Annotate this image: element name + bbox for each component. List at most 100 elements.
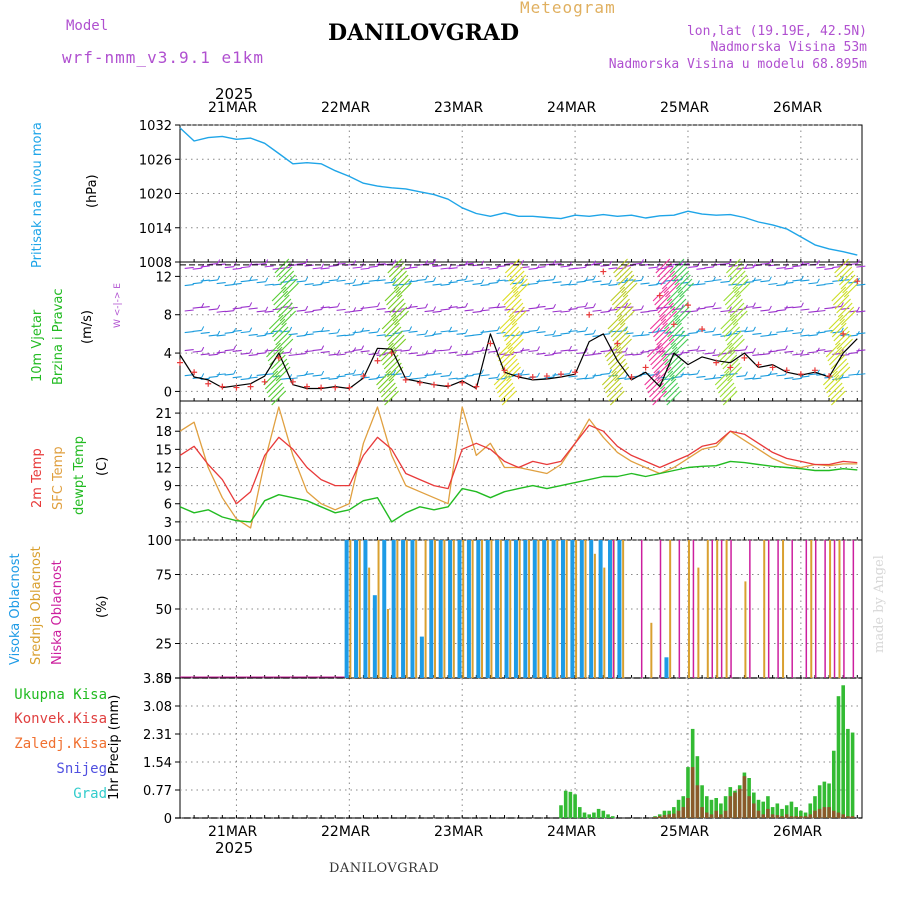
barb-row1-125.1 — [768, 282, 778, 286]
precip-total-bar-4 — [577, 807, 582, 818]
cloud-bar-0-5 — [391, 540, 396, 678]
precip-total-bar-25 — [714, 798, 718, 818]
barb-row4-109.8 — [696, 349, 706, 352]
cloud-bar-2-5 — [711, 540, 713, 678]
burst5-6 — [679, 282, 694, 298]
barb-flag3-2.7 — [201, 326, 205, 331]
date-bottom-25: 25MAR — [660, 824, 710, 840]
barb-row5-87.7 — [592, 374, 602, 377]
barb-row3-4.4 — [200, 331, 210, 334]
barb-row5-29.9 — [320, 377, 330, 380]
barb-row2-18.0 — [264, 310, 274, 313]
barb-row1-116.6 — [728, 283, 738, 286]
barb-row3-131.9 — [800, 334, 810, 337]
gust-mark-2 — [205, 380, 212, 387]
barb-row3-55.4 — [440, 330, 450, 333]
burst0-0 — [274, 258, 290, 274]
burst6-9 — [726, 294, 742, 310]
burst1-13 — [394, 310, 409, 326]
cloud-bar-1-33 — [697, 567, 700, 678]
burst2-22 — [498, 346, 513, 362]
barb-row0-40.1 — [368, 265, 378, 268]
gust-mark-20 — [459, 379, 466, 386]
burst0-32 — [269, 386, 285, 402]
barb-row5-16.3 — [256, 373, 266, 376]
precip-total-bar-36 — [766, 796, 770, 818]
barb-flag4-65.6 — [497, 346, 500, 352]
barb-flag2-104.7 — [681, 304, 684, 309]
gust-mark-25 — [529, 374, 536, 381]
year-top: 2025 — [215, 85, 254, 103]
barb-row2-26.5 — [304, 310, 314, 313]
burst1-6 — [396, 282, 412, 298]
precip-total-bar-35 — [761, 801, 766, 818]
cloud-bar-0-3 — [372, 595, 377, 678]
barb-row1-82.6 — [568, 283, 578, 286]
burst6-23 — [720, 350, 736, 366]
barb-flag1-6.1 — [217, 275, 221, 281]
barb-row5-84.3 — [576, 377, 586, 380]
burst7-18 — [835, 330, 850, 346]
precip-total-bar-48 — [822, 781, 827, 818]
barb-row5-99.6 — [648, 373, 658, 377]
barb-flag3-6.1 — [217, 330, 221, 336]
burst6-3 — [730, 270, 746, 286]
precip-total-bar-14 — [662, 810, 667, 818]
barb-flag3-40.1 — [377, 327, 381, 333]
barb-row1-111.5 — [704, 280, 714, 283]
barb-row3-24.8 — [296, 334, 306, 337]
burst2-13 — [511, 310, 527, 326]
barb-row0-33.3 — [336, 262, 346, 265]
barb-row1-101.3 — [656, 282, 666, 285]
burst5-26 — [669, 362, 684, 378]
barb-row4-133.6 — [808, 351, 818, 354]
barb-flag3-84.3 — [585, 326, 588, 332]
barb-row1-12.9 — [240, 280, 250, 283]
barb-flag4-133.6 — [816, 347, 820, 352]
barb-row0-126.8 — [776, 267, 786, 270]
precip-conv-bar-6 — [681, 807, 686, 818]
barb-flag1-86.0 — [593, 275, 596, 280]
precip-conv-bar-10 — [700, 807, 704, 818]
barb-row1-33.3 — [336, 279, 346, 282]
burst1-29 — [377, 374, 393, 390]
barb-row5-120.0 — [744, 377, 754, 380]
burst3-11 — [616, 302, 632, 318]
burst2-15 — [500, 318, 516, 334]
barb-row1-53.7 — [432, 283, 442, 286]
barb-row4-62.2 — [472, 350, 482, 353]
burst0-28 — [263, 370, 279, 386]
legend-total-rain: Ukupna Kisa — [14, 687, 107, 703]
barb-row3-130.2 — [792, 332, 802, 335]
pressure-ytick-label-2: 1020 — [139, 188, 172, 203]
cloud-bar-1-24 — [575, 540, 578, 678]
burst7-10 — [836, 298, 851, 314]
pressure-ytick-label-1: 1014 — [139, 222, 172, 237]
barb-flag4-2.7 — [201, 346, 205, 352]
precip-conv-bar-8 — [690, 767, 695, 818]
cloud-bar-1-39 — [782, 540, 785, 678]
barb-row0-43.5 — [384, 263, 394, 266]
barb-flag2-77.5 — [553, 303, 556, 309]
barb-row2-80.9 — [560, 310, 570, 313]
burst2-9 — [505, 294, 521, 310]
barb-row2-79.2 — [552, 310, 562, 313]
barb-row1-97.9 — [640, 282, 650, 285]
date-top-22: 22MAR — [321, 100, 371, 116]
barb-row2-82.6 — [568, 308, 578, 311]
barb-row0-137.0 — [824, 267, 834, 270]
burst4-23 — [650, 350, 666, 366]
burst0-15 — [270, 318, 286, 334]
burst1-14 — [381, 314, 397, 330]
burst7-30 — [826, 378, 841, 394]
burst6-10 — [728, 298, 743, 314]
barb-row4-143.8 — [856, 349, 866, 352]
cloud-bar-1-8 — [424, 540, 427, 678]
burst4-29 — [645, 374, 661, 390]
barb-flag3-65.6 — [497, 326, 500, 331]
cloud-bar-1-38 — [763, 540, 766, 678]
meteogram-label: Meteogram — [520, 0, 616, 17]
burst3-7 — [610, 286, 626, 302]
barb-row2-31.6 — [328, 306, 338, 309]
burst1-30 — [379, 378, 395, 394]
